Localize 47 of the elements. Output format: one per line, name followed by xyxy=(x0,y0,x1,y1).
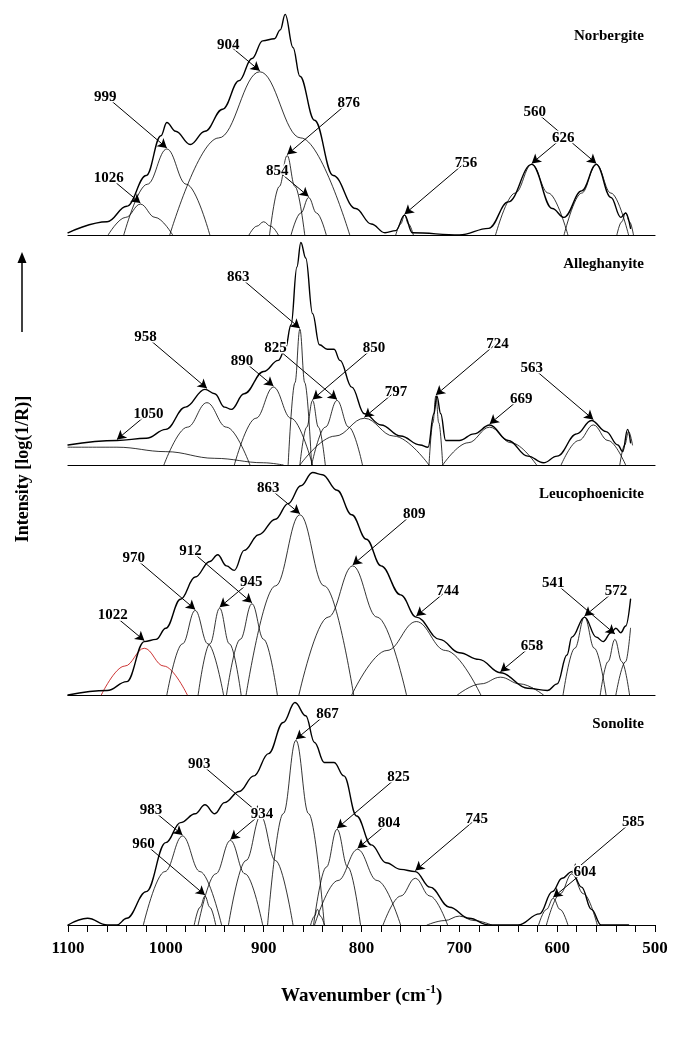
text: Alleghanyite xyxy=(563,254,645,271)
text: Norbergite xyxy=(574,26,645,43)
annotation: 724 xyxy=(486,334,510,351)
annotation: 658 xyxy=(520,637,544,654)
annotation: 825 xyxy=(387,768,410,785)
text: Sonolite xyxy=(592,714,645,731)
x-tick-label: 500 xyxy=(642,938,668,957)
annotation: 863 xyxy=(227,267,250,284)
annotation: 825 xyxy=(264,339,287,356)
annotation: 541 xyxy=(542,573,565,590)
x-tick-label: 800 xyxy=(348,938,375,957)
x-tick-label: 700 xyxy=(446,938,473,957)
annotation: 904 xyxy=(216,36,240,53)
annotation: 960 xyxy=(132,834,155,851)
annotation: 903 xyxy=(187,754,211,771)
x-tick-label: 900 xyxy=(250,938,277,957)
x-tick-label: 1100 xyxy=(51,938,85,957)
annotation: 1026 xyxy=(93,168,125,185)
annotation: 867 xyxy=(316,705,340,721)
annotation: 563 xyxy=(520,359,544,376)
annotation: 876 xyxy=(337,94,361,111)
annotation: 756 xyxy=(454,153,478,170)
annotation: 669 xyxy=(509,389,533,406)
annotation: 945 xyxy=(239,572,263,589)
annotation: 912 xyxy=(179,542,202,559)
annotation: 572 xyxy=(604,581,628,598)
annotation: 797 xyxy=(384,382,408,399)
annotation: 863 xyxy=(257,479,280,496)
annotation: 744 xyxy=(436,581,460,598)
annotation: 983 xyxy=(139,800,163,817)
annotation: 804 xyxy=(377,814,401,831)
annotation: 958 xyxy=(134,328,157,345)
annotation: 970 xyxy=(122,549,145,566)
annotation: 585 xyxy=(622,812,645,829)
annotation: 745 xyxy=(465,810,489,827)
annotation: 1022 xyxy=(97,606,128,623)
annotation: 890 xyxy=(230,351,254,368)
text: Leucophoenicite xyxy=(539,484,645,501)
annotation: 809 xyxy=(402,504,426,521)
annotation: 999 xyxy=(94,87,117,104)
annotation: 854 xyxy=(265,162,289,179)
x-tick-label: 1000 xyxy=(148,938,183,957)
annotation: 1050 xyxy=(133,405,164,422)
annotation: 850 xyxy=(362,339,386,356)
y-axis-title: Intensity [log(1/R)] xyxy=(12,395,33,543)
annotation: 560 xyxy=(523,103,547,120)
x-tick-label: 600 xyxy=(544,938,570,957)
